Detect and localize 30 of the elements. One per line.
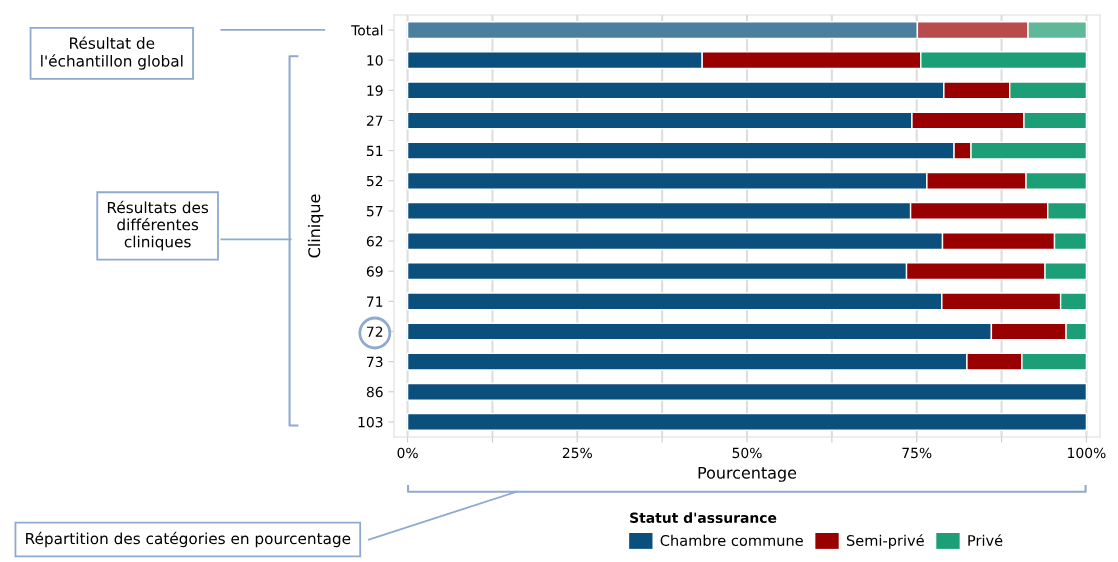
legend-label: Privé: [968, 534, 1003, 547]
y-tick-label: 52: [366, 175, 383, 187]
y-tick-label: 27: [366, 115, 383, 126]
y-tick-label: 73: [367, 356, 383, 368]
text: Résultats des différentes cliniques: [107, 200, 209, 251]
y-tick-label: 51: [366, 145, 383, 157]
y-tick-label: 57: [366, 206, 383, 217]
legend-title: Statut d'assurance: [630, 512, 777, 523]
bar: [406, 382, 1088, 401]
y-axis-title: Clinique: [307, 194, 324, 258]
legend-label: Semi-privé: [846, 534, 924, 549]
y-tick-label: 19: [367, 85, 383, 96]
legend-label: Chambre commune: [660, 534, 803, 547]
y-tick-label: 103: [358, 416, 383, 428]
x-axis-title: Pourcentage: [698, 466, 797, 482]
bar: [406, 412, 1088, 431]
x-tick-label: 0%: [397, 447, 418, 459]
y-tick-label: 72: [367, 326, 383, 337]
text: Résultat de l'échantillon global: [41, 36, 183, 70]
y-tick-label: 62: [366, 236, 383, 247]
y-tick-label: 69: [366, 266, 383, 277]
y-tick-label: 71: [367, 296, 383, 307]
x-tick-label: 50%: [732, 447, 762, 459]
y-tick-label: Total: [351, 24, 383, 36]
x-tick-label: 25%: [562, 447, 592, 459]
text: Répartition des catégories en pourcentage: [26, 531, 351, 548]
y-tick-label: 86: [366, 386, 383, 398]
x-tick-label: 75%: [902, 447, 932, 459]
y-tick-label: 10: [367, 55, 383, 66]
x-tick-label: 100%: [1068, 447, 1106, 459]
